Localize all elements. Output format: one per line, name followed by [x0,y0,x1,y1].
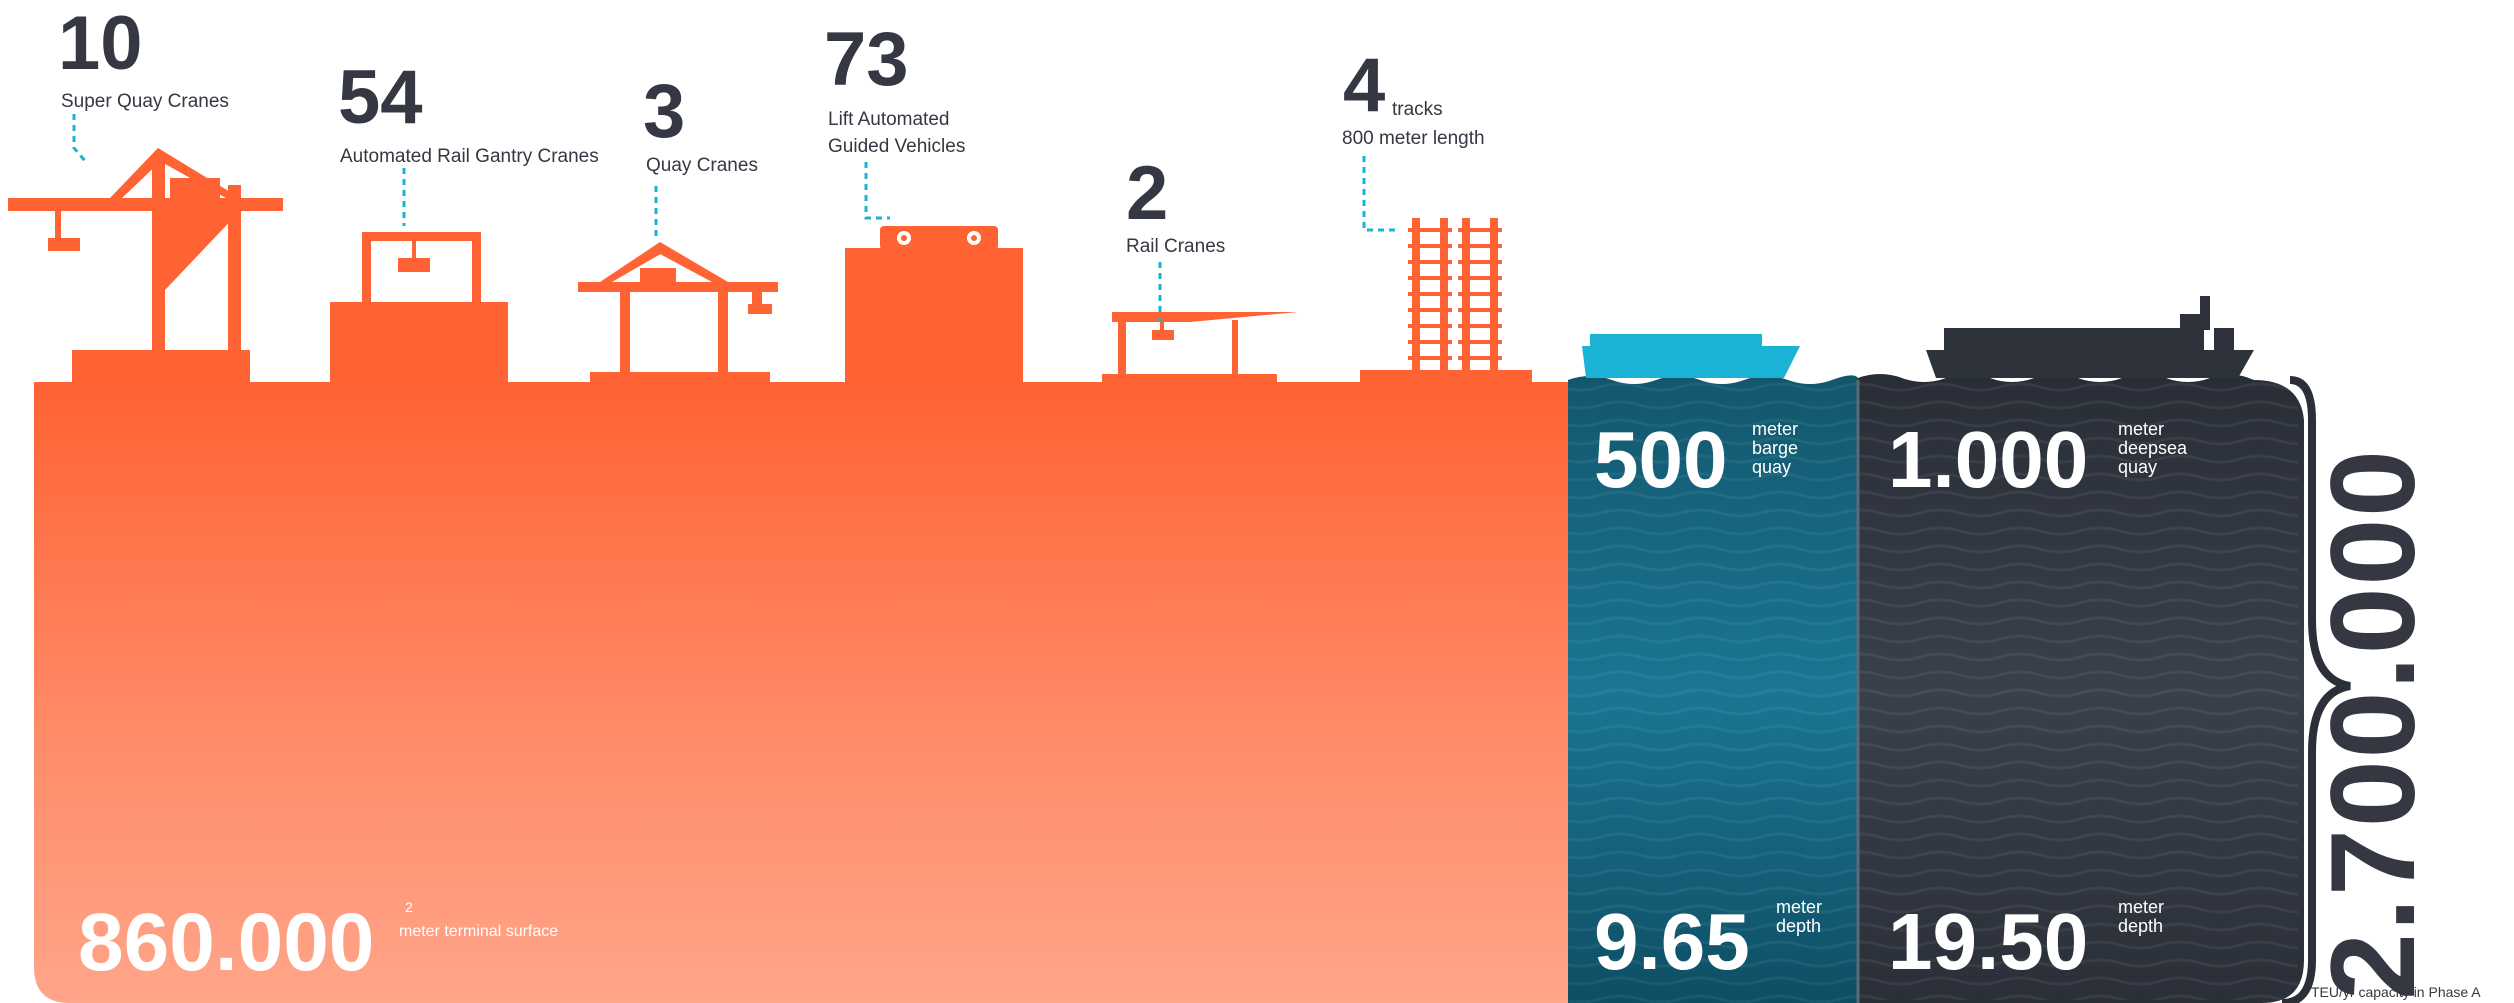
rail-crane-icon [1102,312,1298,382]
quay-cranes-label: Quay Cranes [646,155,758,176]
deepsea-quay-l3: quay [2118,457,2158,477]
capacity-caption: TEU/yr capacity in Phase A [2311,984,2481,1000]
barge-depth-l1: meter [1776,897,1823,917]
rail-gantry-cranes-label: Automated Rail Gantry Cranes [340,146,599,167]
rail-gantry-cranes-value: 54 [338,55,423,140]
rail-cranes-label: Rail Cranes [1126,236,1226,257]
barge-quay-l3: quay [1752,457,1792,477]
barge-quay-value: 500 [1594,415,1728,504]
terminal-surface-label: meter terminal surface [399,923,559,940]
barge-depth-l2: depth [1776,916,1822,936]
deepsea-depth-l2: depth [2118,916,2164,936]
deepsea-depth-l1: meter [2118,897,2165,917]
deepsea-quay-l2: deepsea [2118,438,2188,458]
rail-gantry-crane-icon [330,232,508,382]
barge-ship-icon [1582,334,1800,378]
super-quay-cranes-value: 10 [58,1,143,86]
tracks-unit: tracks [1392,99,1443,120]
lift-agv-label-line1: Lift Automated [828,109,950,130]
terminal-land [34,382,1568,1003]
capacity-value: 2.700.000 [2306,448,2440,1000]
terminal-surface-value: 860.000 [78,897,375,988]
deepsea-depth-value: 19.50 [1888,897,2089,986]
quay-cranes-value: 3 [643,69,686,154]
terminal-surface-superscript: 2 [405,899,413,915]
tracks-icon [1360,218,1532,382]
brace-icon [2281,376,2351,1003]
rail-cranes-value: 2 [1126,151,1169,236]
tracks-value: 4 [1343,43,1386,128]
lift-agv-label-line2: Guided Vehicles [828,136,966,157]
deepsea-quay-value: 1.000 [1888,415,2089,504]
barge-depth-value: 9.65 [1594,897,1750,986]
super-quay-crane-icon [8,148,283,382]
leader-lines [72,114,1400,322]
lift-agv-value: 73 [824,17,909,102]
barge-quay-l2: barge [1752,438,1799,458]
deepsea-ship-icon [1926,296,2254,378]
tracks-label: 800 meter length [1342,128,1485,149]
quay-crane-icon [578,242,778,382]
agv-icon [845,226,1023,382]
super-quay-cranes-label: Super Quay Cranes [61,91,229,112]
deepsea-quay-l1: meter [2118,419,2165,439]
barge-quay-l1: meter [1752,419,1799,439]
